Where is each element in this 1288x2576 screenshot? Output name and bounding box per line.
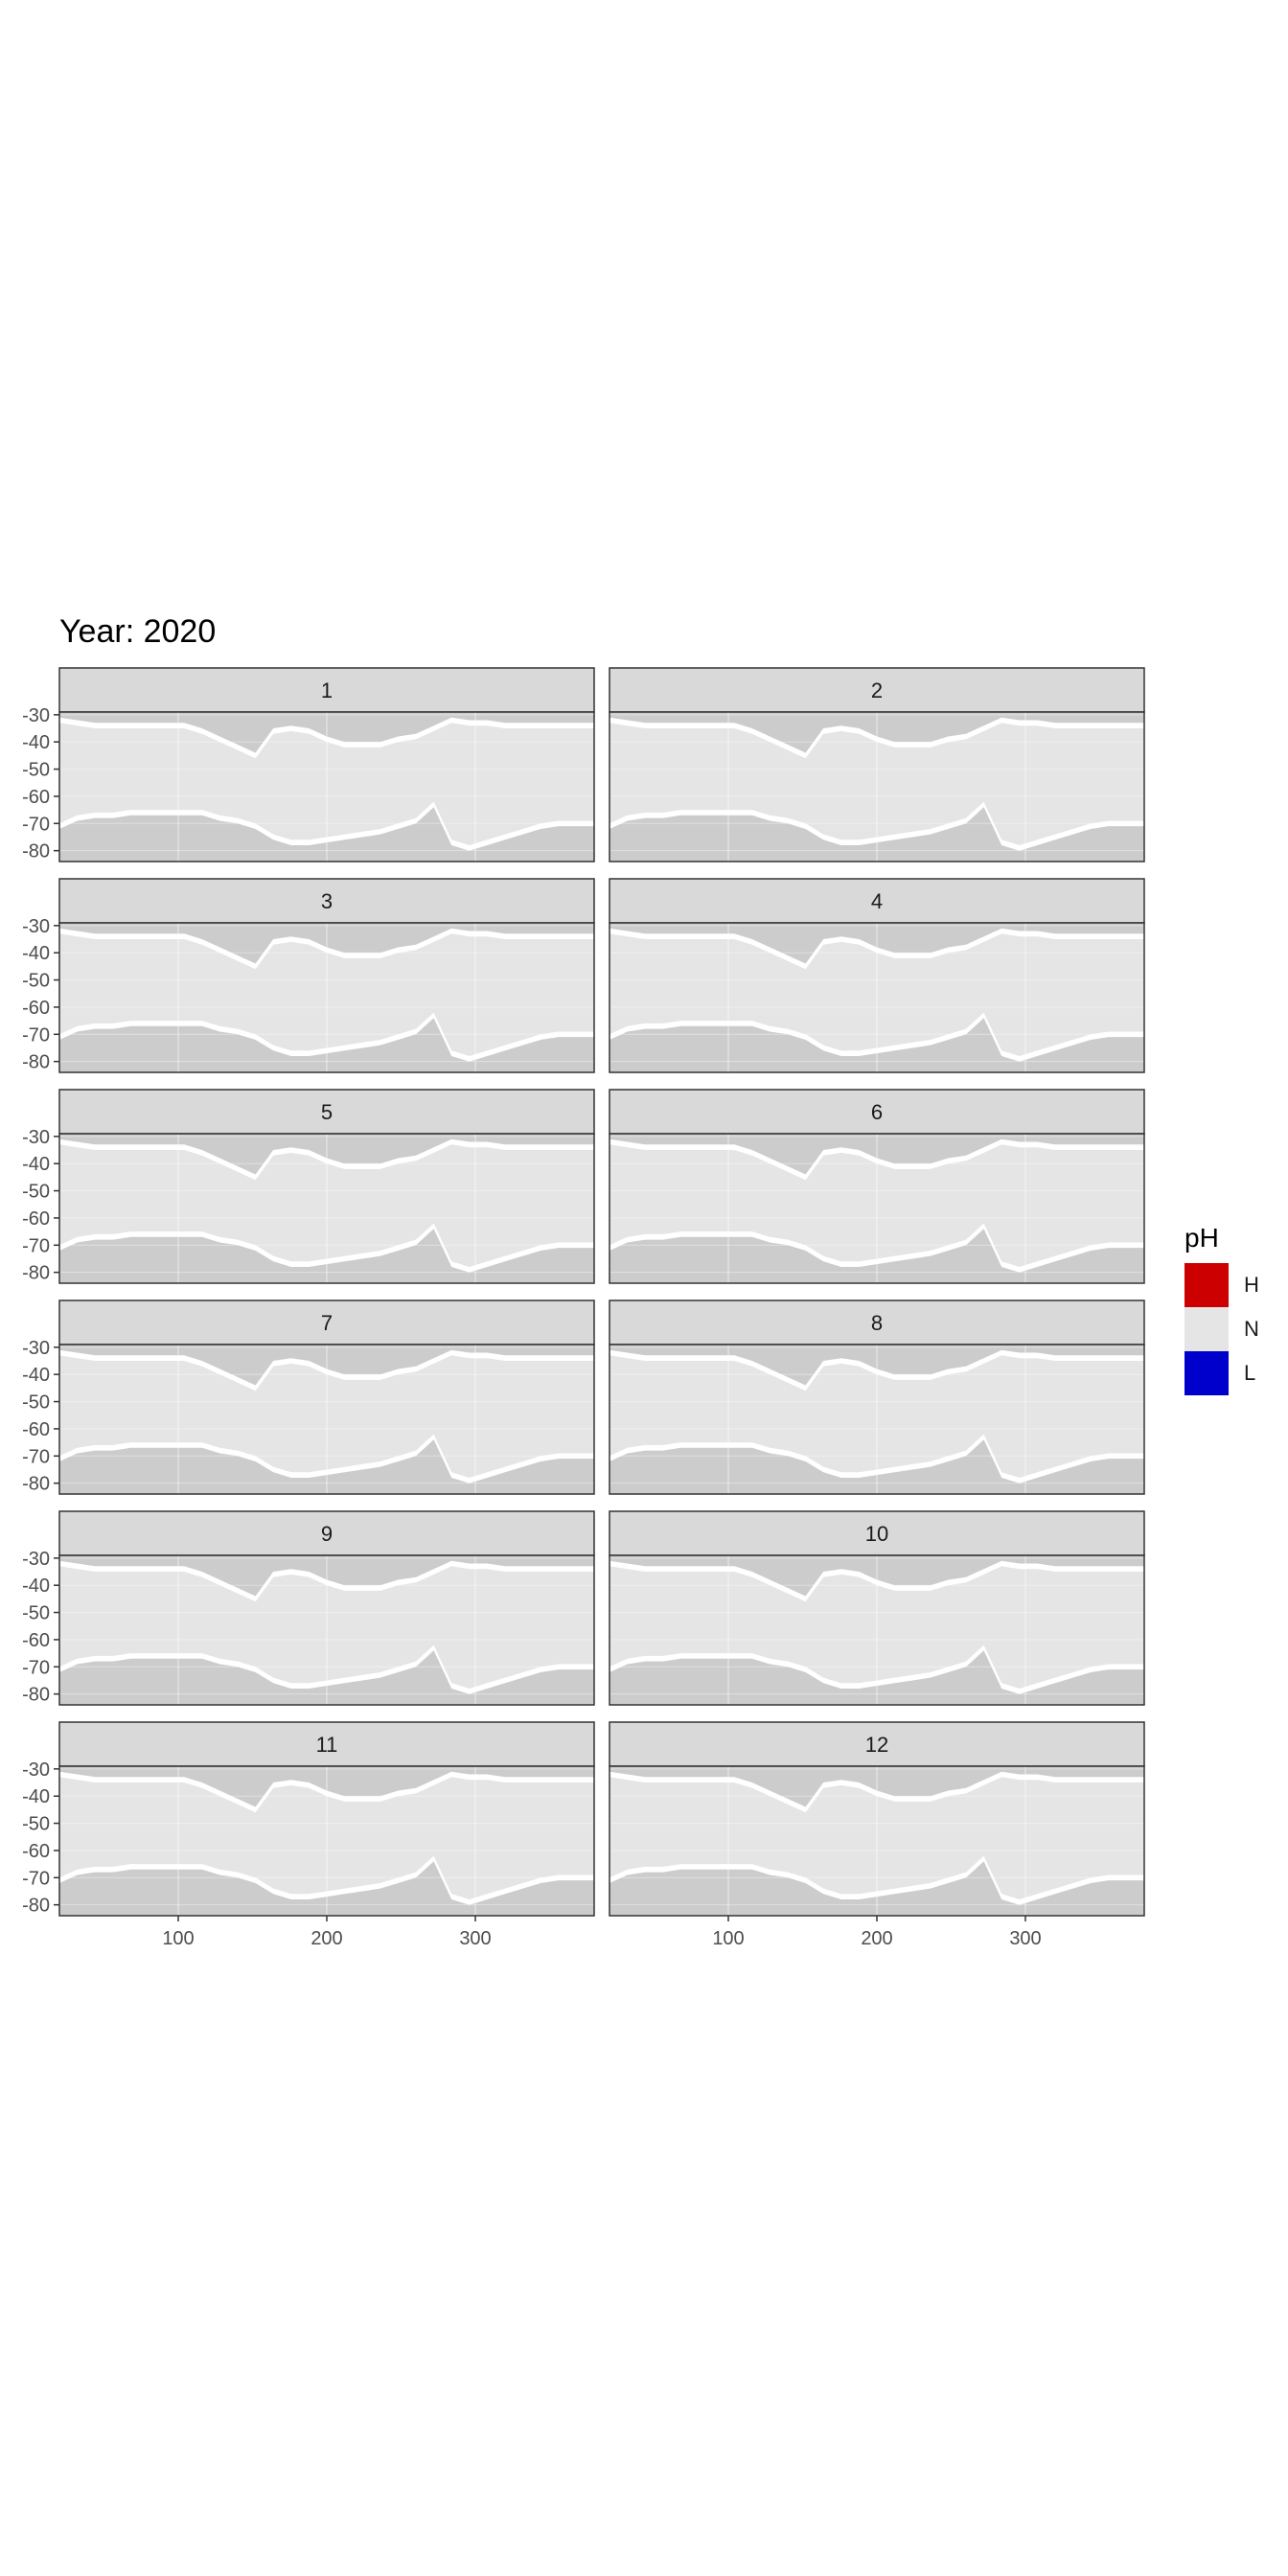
y-tick-label: -80 xyxy=(22,1052,50,1073)
y-tick-label: -30 xyxy=(22,1127,50,1148)
legend: pH H N L xyxy=(1184,1223,1259,1395)
y-tick-label: -70 xyxy=(22,1657,50,1678)
legend-item-l: L xyxy=(1184,1351,1259,1395)
facet-panel-1: 1 -30 -40 -50 -60 -70 -80 xyxy=(22,667,595,862)
facet-strip-label: 4 xyxy=(871,889,883,913)
y-tick-label: -50 xyxy=(22,760,50,781)
y-tick-label: -70 xyxy=(22,1868,50,1889)
facet-panel-6: 6 xyxy=(609,1089,1145,1284)
y-tick-label: -60 xyxy=(22,787,50,808)
facet-strip xyxy=(609,878,1145,924)
legend-label-l: L xyxy=(1244,1361,1256,1385)
facet-panel-3: 3 -30 -40 -50 -60 -70 -80 xyxy=(22,878,595,1073)
y-tick-label: -30 xyxy=(22,1760,50,1781)
y-tick-label: -70 xyxy=(22,1446,50,1467)
legend-item-h: H xyxy=(1184,1263,1259,1307)
legend-key-l xyxy=(1184,1351,1229,1395)
y-tick-label: -50 xyxy=(22,1392,50,1414)
facet-strip-label: 8 xyxy=(871,1311,883,1335)
y-tick-label: -60 xyxy=(22,998,50,1019)
y-tick-label: -40 xyxy=(22,732,50,753)
legend-label-n: N xyxy=(1244,1317,1259,1341)
y-tick-label: -40 xyxy=(22,1576,50,1597)
y-tick-label: -60 xyxy=(22,1841,50,1862)
facet-strip xyxy=(58,878,595,924)
facet-panel-11: 11 -30 -40 -50 -60 -70 -80 100 200 300 xyxy=(22,1721,595,1949)
y-tick-label: -30 xyxy=(22,705,50,726)
y-tick-label: -50 xyxy=(22,1182,50,1203)
y-tick-label: -70 xyxy=(22,1024,50,1046)
legend-label-h: H xyxy=(1244,1273,1259,1297)
x-tick-label: 300 xyxy=(1009,1928,1041,1949)
panel-border xyxy=(609,1344,1145,1495)
y-tick-label: -30 xyxy=(22,916,50,937)
y-tick-label: -60 xyxy=(22,1630,50,1651)
x-tick-label: 200 xyxy=(861,1928,892,1949)
facet-strip-label: 2 xyxy=(871,678,883,702)
panel-border xyxy=(58,1133,595,1284)
y-tick-label: -80 xyxy=(22,841,50,862)
facet-panel-2: 2 xyxy=(609,667,1145,862)
panel-border xyxy=(609,1133,1145,1284)
facet-strip-label: 11 xyxy=(316,1733,338,1757)
y-tick-label: -60 xyxy=(22,1208,50,1230)
legend-key-n xyxy=(1184,1307,1229,1351)
y-tick-label: -50 xyxy=(22,1603,50,1624)
facet-strip-label: 1 xyxy=(321,678,333,702)
chart-title: Year: 2020 xyxy=(59,613,217,650)
facet-strip-label: 6 xyxy=(871,1100,883,1124)
y-tick-label: -50 xyxy=(22,1814,50,1835)
panel-border xyxy=(609,922,1145,1073)
y-tick-label: -70 xyxy=(22,814,50,835)
y-tick-label: -80 xyxy=(22,1263,50,1284)
facet-strip-label: 10 xyxy=(865,1522,888,1546)
facet-strip xyxy=(609,1510,1145,1556)
y-tick-label: -40 xyxy=(22,1154,50,1175)
facet-strip xyxy=(609,1089,1145,1135)
legend-title: pH xyxy=(1184,1223,1219,1253)
facet-strip-label: 5 xyxy=(321,1100,333,1124)
facet-panel-10: 10 xyxy=(609,1510,1145,1706)
y-tick-label: -40 xyxy=(22,1365,50,1386)
x-tick-label: 300 xyxy=(459,1928,491,1949)
facet-panel-4: 4 xyxy=(609,878,1145,1073)
y-tick-label: -30 xyxy=(22,1549,50,1570)
legend-item-n: N xyxy=(1184,1307,1259,1351)
y-tick-label: -80 xyxy=(22,1896,50,1917)
facet-panel-7: 7 -30 -40 -50 -60 -70 -80 xyxy=(22,1300,595,1495)
y-tick-label: -70 xyxy=(22,1235,50,1256)
y-tick-label: -40 xyxy=(22,1786,50,1807)
y-tick-label: -80 xyxy=(22,1474,50,1495)
y-tick-label: -60 xyxy=(22,1419,50,1440)
facet-strip-label: 7 xyxy=(321,1311,333,1335)
facet-strip xyxy=(58,1510,595,1556)
facet-panel-8: 8 xyxy=(609,1300,1145,1495)
panel-border xyxy=(609,711,1145,862)
facet-strip-label: 3 xyxy=(321,889,333,913)
facet-panel-12: 12 100 200 300 xyxy=(609,1721,1145,1949)
y-tick-label: -80 xyxy=(22,1685,50,1706)
panel-border xyxy=(58,922,595,1073)
x-tick-label: 100 xyxy=(162,1928,194,1949)
facet-panel-9: 9 -30 -40 -50 -60 -70 -80 xyxy=(22,1510,595,1706)
panel-border xyxy=(58,711,595,862)
facet-strip xyxy=(609,1300,1145,1346)
facet-strip xyxy=(58,1721,595,1767)
x-tick-label: 200 xyxy=(310,1928,342,1949)
panel-border xyxy=(58,1344,595,1495)
facet-strip-label: 9 xyxy=(321,1522,333,1546)
facet-strip-label: 12 xyxy=(865,1733,888,1757)
y-tick-label: -50 xyxy=(22,971,50,992)
panel-border xyxy=(609,1554,1145,1706)
panel-border xyxy=(58,1554,595,1706)
x-tick-label: 100 xyxy=(712,1928,744,1949)
legend-key-h xyxy=(1184,1263,1229,1307)
facet-strip xyxy=(58,667,595,713)
facet-panel-5: 5 -30 -40 -50 -60 -70 -80 xyxy=(22,1089,595,1284)
y-tick-label: -30 xyxy=(22,1338,50,1359)
y-tick-label: -40 xyxy=(22,943,50,964)
